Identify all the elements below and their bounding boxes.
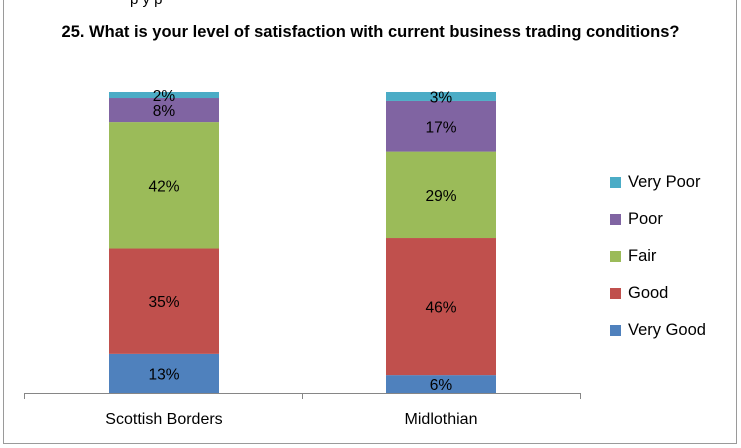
bar-segment-scottish-borders-very-poor [109, 92, 219, 99]
legend-swatch-very-good [610, 325, 621, 336]
legend-swatch-good [610, 288, 621, 299]
bar-segment-midlothian-very-good [386, 375, 496, 393]
data-label-midlothian-poor: 17% [425, 119, 456, 136]
legend-swatch-poor [610, 214, 621, 225]
legend-label-poor: Poor [628, 210, 663, 228]
data-label-midlothian-fair: 29% [425, 188, 456, 205]
data-label-scottish-borders-poor: 8% [153, 103, 176, 120]
bar-segment-scottish-borders-good [109, 248, 219, 354]
legend-label-very-good: Very Good [628, 321, 706, 339]
legend-swatch-fair [610, 251, 621, 262]
cut-off-previous-text: p y p [130, 0, 163, 8]
data-label-midlothian-very-good: 6% [430, 377, 453, 394]
legend-label-good: Good [628, 284, 669, 302]
data-label-midlothian-very-poor: 3% [430, 89, 453, 106]
legend-swatch-very-poor [610, 177, 621, 188]
bar-segment-scottish-borders-fair [109, 122, 219, 249]
bar-segment-midlothian-good [386, 238, 496, 376]
legend-label-very-poor: Very Poor [628, 173, 701, 191]
data-label-midlothian-good: 46% [425, 300, 456, 317]
data-label-scottish-borders-fair: 42% [148, 178, 179, 195]
bar-segment-midlothian-fair [386, 151, 496, 239]
bar-segment-scottish-borders-poor [109, 98, 219, 123]
data-label-scottish-borders-good: 35% [148, 294, 179, 311]
data-label-scottish-borders-very-poor: 2% [153, 88, 176, 105]
bars-group: 13% 35% 42% 8%2% 6% 46% 29% 17% 3% [109, 88, 496, 394]
bar-segment-midlothian-very-poor [386, 92, 496, 101]
data-label-scottish-borders-very-good: 13% [148, 366, 179, 383]
bar-segment-scottish-borders-very-good [109, 353, 219, 393]
chart-title: 25. What is your level of satisfaction w… [61, 23, 680, 41]
category-label-scottish-borders: Scottish Borders [105, 411, 222, 428]
legend-label-fair: Fair [628, 247, 657, 265]
category-label-midlothian: Midlothian [405, 411, 478, 428]
bar-segment-midlothian-poor [386, 100, 496, 152]
axis-group: Scottish Borders Midlothian [24, 393, 581, 428]
